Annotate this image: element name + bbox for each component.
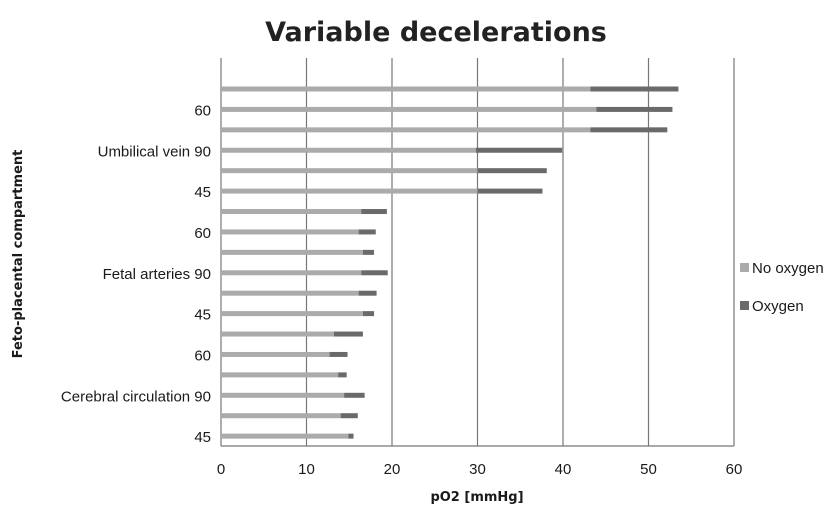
- x-tick-label: 50: [640, 461, 657, 478]
- x-tick-labels: 0 10 20 30 40 50 60: [217, 461, 743, 478]
- bar-no-oxygen-5: [221, 188, 478, 194]
- legend-swatch-oxygen: [740, 301, 749, 310]
- x-tick-label: 30: [469, 461, 486, 478]
- bars: [221, 86, 679, 439]
- bar-oxygen-7: [358, 229, 376, 235]
- y-tick-label: 45: [194, 184, 211, 201]
- bar-no-oxygen-7: [221, 229, 359, 235]
- bar-no-oxygen-9: [221, 270, 362, 276]
- bar-oxygen-9: [361, 270, 388, 276]
- bar-no-oxygen-15: [221, 392, 345, 398]
- grid: [220, 58, 735, 447]
- bar-no-oxygen-14: [221, 372, 339, 378]
- bar-oxygen-5: [477, 188, 543, 194]
- x-tick-label: 10: [298, 461, 315, 478]
- y-tick-label: 60: [194, 102, 211, 119]
- bar-no-oxygen-3: [221, 147, 476, 153]
- bar-oxygen-14: [338, 372, 347, 378]
- bar-no-oxygen-0: [221, 86, 591, 92]
- bar-oxygen-0: [590, 86, 679, 92]
- bar-oxygen-6: [361, 209, 387, 215]
- bar-oxygen-13: [329, 351, 348, 357]
- bar-no-oxygen-2: [221, 127, 591, 133]
- x-tick-label: 0: [217, 461, 225, 478]
- bar-oxygen-8: [362, 249, 375, 255]
- y-tick-label: 45: [194, 429, 211, 446]
- bar-oxygen-3: [475, 147, 563, 153]
- y-tick-labels: 60 Umbilical vein 90 45 60 Fetal arteries 90…: [61, 102, 211, 446]
- bar-oxygen-17: [348, 433, 354, 439]
- chart-title: Variable decelerations: [265, 17, 607, 48]
- y-axis-title: Feto-placental compartment: [11, 150, 26, 359]
- bar-oxygen-15: [344, 392, 365, 398]
- bar-no-oxygen-10: [221, 290, 359, 296]
- bar-no-oxygen-11: [221, 311, 363, 317]
- legend-swatch-no-oxygen: [740, 263, 749, 272]
- y-tick-label: Fetal arteries 90: [103, 266, 211, 283]
- bar-oxygen-11: [362, 311, 375, 317]
- bar-oxygen-16: [340, 413, 358, 419]
- bar-no-oxygen-13: [221, 351, 330, 357]
- y-tick-label: 60: [194, 225, 211, 242]
- bar-no-oxygen-6: [221, 209, 362, 215]
- bar-oxygen-4: [477, 168, 547, 174]
- bar-no-oxygen-12: [221, 331, 334, 337]
- y-tick-label: Cerebral circulation 90: [61, 388, 211, 405]
- bar-no-oxygen-8: [221, 249, 363, 255]
- y-tick-label: Umbilical vein 90: [98, 143, 211, 160]
- x-tick-label: 60: [726, 461, 743, 478]
- bar-no-oxygen-16: [221, 413, 341, 419]
- bar-no-oxygen-1: [221, 106, 597, 112]
- bar-no-oxygen-17: [221, 433, 349, 439]
- y-tick-label: 45: [194, 307, 211, 324]
- bar-oxygen-2: [590, 127, 668, 133]
- x-tick-label: 40: [555, 461, 572, 478]
- y-tick-label: 60: [194, 347, 211, 364]
- bar-no-oxygen-4: [221, 168, 478, 174]
- x-tick-label: 20: [384, 461, 401, 478]
- bar-oxygen-1: [596, 106, 673, 112]
- legend-label-oxygen: Oxygen: [752, 298, 804, 315]
- legend-label-no-oxygen: No oxygen: [752, 260, 824, 277]
- bar-oxygen-12: [333, 331, 363, 337]
- legend: No oxygen Oxygen: [740, 260, 824, 315]
- x-axis-title: pO2 [mmHg]: [430, 490, 523, 505]
- bar-oxygen-10: [358, 290, 377, 296]
